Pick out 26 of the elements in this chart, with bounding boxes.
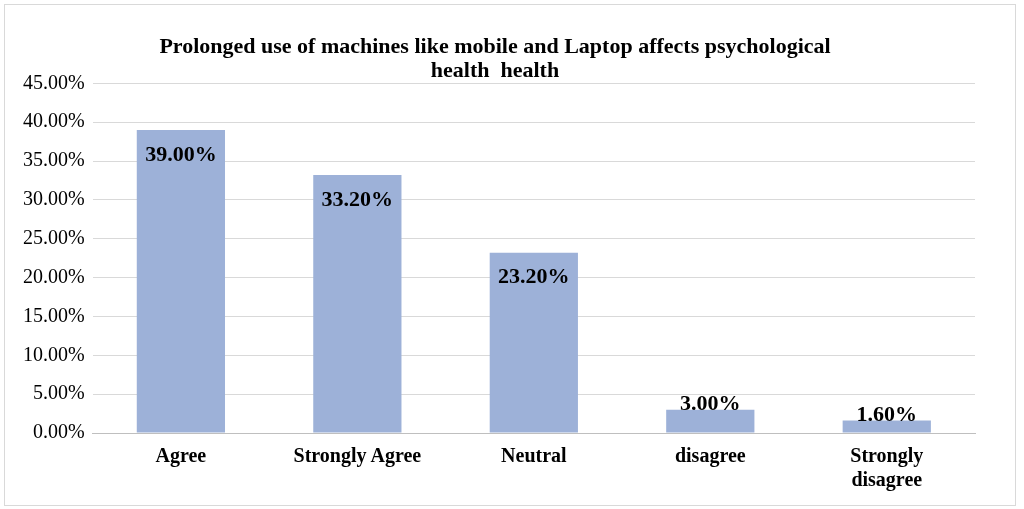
x-tick-label: Neutral bbox=[501, 444, 568, 467]
y-tick-label: 25.00% bbox=[22, 226, 85, 249]
x-tick-label: Agree bbox=[155, 444, 207, 468]
x-tick-label: Strongly Agree bbox=[293, 444, 422, 468]
bar bbox=[666, 409, 755, 433]
y-tick-label: 35.00% bbox=[22, 148, 85, 171]
y-tick-label: 45.00% bbox=[22, 70, 85, 93]
bar bbox=[842, 420, 931, 433]
data-label: 39.00% bbox=[145, 140, 217, 166]
y-tick-label: 0.00% bbox=[32, 420, 85, 443]
data-label: 3.00% bbox=[680, 390, 741, 416]
y-tick-label: 10.00% bbox=[22, 342, 85, 365]
y-tick-label: 5.00% bbox=[32, 381, 85, 404]
bar bbox=[313, 175, 402, 433]
bar bbox=[136, 130, 226, 433]
x-tick-label: disagree bbox=[674, 444, 746, 468]
y-tick-label: 20.00% bbox=[22, 264, 85, 287]
data-label: 33.20% bbox=[321, 185, 394, 211]
y-tick-label: 40.00% bbox=[22, 109, 85, 132]
chart-title: Prolonged use of machines like mobile and Laptop affects psychological health health bbox=[159, 32, 831, 82]
data-label: 23.20% bbox=[498, 263, 570, 289]
bar bbox=[489, 252, 578, 433]
y-tick-label: 15.00% bbox=[22, 303, 85, 326]
y-tick-label: 30.00% bbox=[22, 187, 85, 210]
data-label: 1.60% bbox=[856, 401, 918, 427]
x-tick-label: Strongly disagree bbox=[850, 444, 924, 492]
